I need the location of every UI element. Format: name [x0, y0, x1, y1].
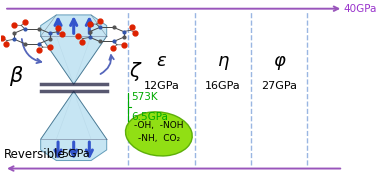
- Text: η: η: [217, 52, 229, 70]
- Text: 27GPa: 27GPa: [261, 81, 297, 91]
- Text: β: β: [9, 66, 23, 86]
- Text: -OH,  -NOH
-NH,  CO₂: -OH, -NOH -NH, CO₂: [134, 121, 184, 143]
- Text: 16GPa: 16GPa: [205, 81, 241, 91]
- Text: 12GPa: 12GPa: [144, 81, 180, 91]
- Text: ε: ε: [156, 52, 166, 70]
- Polygon shape: [41, 91, 107, 161]
- Text: φ: φ: [273, 52, 285, 70]
- Text: 573K: 573K: [131, 93, 158, 103]
- Text: ζ: ζ: [129, 62, 140, 81]
- Text: 6.5GPa: 6.5GPa: [131, 112, 168, 122]
- Text: 40GPa: 40GPa: [343, 4, 376, 14]
- Ellipse shape: [125, 112, 192, 156]
- Text: 5GPa: 5GPa: [61, 149, 90, 159]
- Polygon shape: [41, 15, 107, 84]
- Text: Reversible: Reversible: [4, 148, 66, 161]
